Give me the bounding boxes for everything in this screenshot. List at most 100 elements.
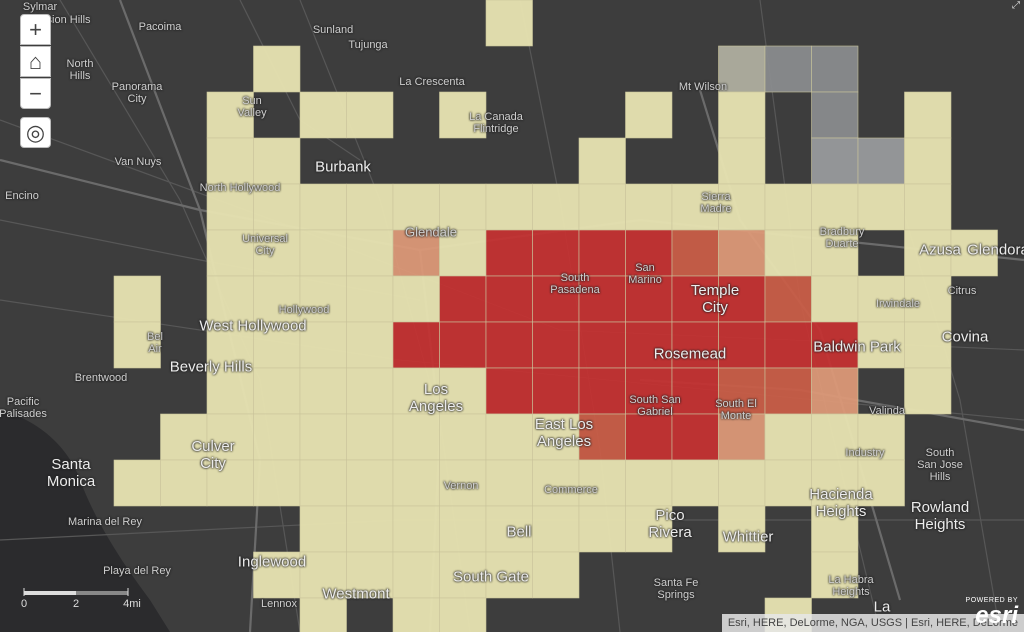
grid-cell[interactable]: [439, 597, 487, 632]
grid-cell[interactable]: [578, 367, 626, 415]
grid-cell[interactable]: [392, 321, 440, 369]
grid-cell[interactable]: [206, 275, 254, 323]
grid-cell[interactable]: [299, 413, 347, 461]
grid-cell[interactable]: [718, 91, 766, 139]
grid-cell[interactable]: [485, 0, 533, 47]
grid-cell[interactable]: [811, 229, 859, 277]
grid-cell[interactable]: [671, 321, 719, 369]
grid-cell[interactable]: [904, 91, 952, 139]
grid-cell[interactable]: [811, 551, 859, 599]
grid-cell[interactable]: [299, 275, 347, 323]
grid-cell[interactable]: [392, 505, 440, 553]
grid-cell[interactable]: [718, 413, 766, 461]
grid-cell[interactable]: [485, 183, 533, 231]
grid-cell[interactable]: [625, 505, 673, 553]
grid-cell[interactable]: [299, 321, 347, 369]
grid-cell[interactable]: [904, 183, 952, 231]
grid-cell[interactable]: [671, 413, 719, 461]
grid-cell[interactable]: [718, 137, 766, 185]
grid-cell[interactable]: [392, 551, 440, 599]
grid-cell[interactable]: [206, 459, 254, 507]
grid-cell[interactable]: [578, 137, 626, 185]
grid-cell[interactable]: [904, 275, 952, 323]
grid-cell[interactable]: [346, 229, 394, 277]
grid-cell[interactable]: [811, 505, 859, 553]
grid-cell[interactable]: [532, 183, 580, 231]
grid-cell[interactable]: [904, 321, 952, 369]
grid-cell[interactable]: [113, 321, 161, 369]
grid-cell[interactable]: [857, 183, 905, 231]
grid-cell[interactable]: [392, 413, 440, 461]
grid-cell[interactable]: [485, 275, 533, 323]
zoom-in-button[interactable]: +: [20, 14, 51, 45]
grid-cell[interactable]: [625, 275, 673, 323]
grid-cell[interactable]: [811, 321, 859, 369]
grid-cell[interactable]: [811, 413, 859, 461]
grid-cell[interactable]: [857, 459, 905, 507]
grid-cell[interactable]: [206, 321, 254, 369]
grid-cell[interactable]: [857, 321, 905, 369]
grid-cell[interactable]: [718, 275, 766, 323]
grid-cell[interactable]: [253, 137, 301, 185]
grid-cell[interactable]: [346, 413, 394, 461]
grid-cell[interactable]: [206, 137, 254, 185]
grid-cell[interactable]: [904, 367, 952, 415]
grid-cell[interactable]: [625, 413, 673, 461]
grid-cell[interactable]: [811, 45, 859, 93]
grid-cell[interactable]: [578, 459, 626, 507]
grid-cell[interactable]: [206, 183, 254, 231]
grid-cell[interactable]: [299, 183, 347, 231]
grid-cell[interactable]: [299, 459, 347, 507]
grid-cell[interactable]: [532, 551, 580, 599]
grid-cell[interactable]: [764, 183, 812, 231]
grid-cell[interactable]: [439, 459, 487, 507]
grid-cell[interactable]: [718, 321, 766, 369]
grid-cell[interactable]: [578, 275, 626, 323]
grid-cell[interactable]: [904, 229, 952, 277]
grid-cell[interactable]: [346, 275, 394, 323]
grid-cell[interactable]: [346, 183, 394, 231]
grid-cell[interactable]: [625, 183, 673, 231]
grid-cell[interactable]: [253, 275, 301, 323]
grid-cell[interactable]: [671, 367, 719, 415]
grid-cell[interactable]: [392, 367, 440, 415]
grid-cell[interactable]: [671, 275, 719, 323]
grid-cell[interactable]: [857, 275, 905, 323]
grid-cell[interactable]: [857, 137, 905, 185]
grid-cell[interactable]: [299, 367, 347, 415]
grid-cell[interactable]: [532, 505, 580, 553]
grid-cell[interactable]: [811, 137, 859, 185]
grid-cell[interactable]: [811, 459, 859, 507]
grid-cell[interactable]: [392, 459, 440, 507]
grid-cell[interactable]: [392, 597, 440, 632]
grid-cell[interactable]: [811, 367, 859, 415]
grid-cell[interactable]: [299, 551, 347, 599]
grid-cell[interactable]: [718, 229, 766, 277]
grid-cell[interactable]: [718, 45, 766, 93]
grid-cell[interactable]: [485, 367, 533, 415]
grid-cell[interactable]: [160, 413, 208, 461]
grid-cell[interactable]: [718, 505, 766, 553]
grid-cell[interactable]: [950, 229, 998, 277]
grid-cell[interactable]: [811, 275, 859, 323]
grid-cell[interactable]: [671, 183, 719, 231]
grid-cell[interactable]: [253, 367, 301, 415]
grid-cell[interactable]: [392, 183, 440, 231]
grid-cell[interactable]: [439, 183, 487, 231]
grid-cell[interactable]: [671, 229, 719, 277]
grid-cell[interactable]: [253, 321, 301, 369]
grid-cell[interactable]: [718, 183, 766, 231]
grid-cell[interactable]: [253, 183, 301, 231]
grid-cell[interactable]: [439, 275, 487, 323]
grid-cell[interactable]: [485, 551, 533, 599]
grid-cell[interactable]: [253, 459, 301, 507]
esri-logo[interactable]: POWERED BY esri: [956, 596, 1018, 630]
grid-cell[interactable]: [764, 321, 812, 369]
grid-cell[interactable]: [578, 183, 626, 231]
grid-cell[interactable]: [532, 321, 580, 369]
grid-cell[interactable]: [113, 275, 161, 323]
zoom-out-button[interactable]: −: [20, 78, 51, 109]
grid-cell[interactable]: [764, 367, 812, 415]
grid-cell[interactable]: [578, 321, 626, 369]
grid-cell[interactable]: [532, 229, 580, 277]
